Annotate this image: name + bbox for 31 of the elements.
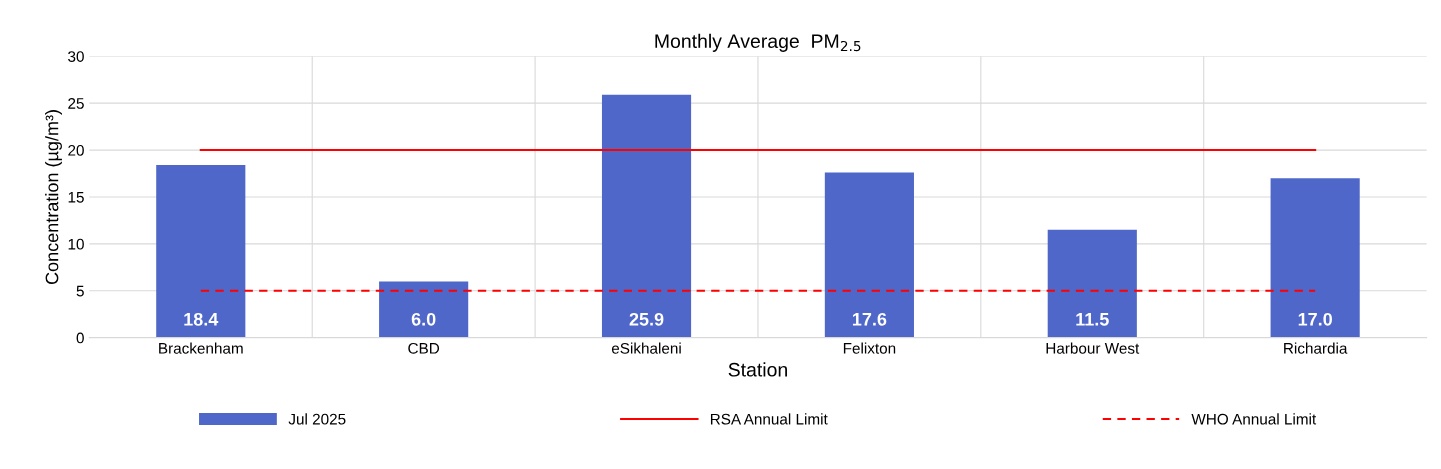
bar: [824, 172, 914, 338]
x-tick-label: Brackenham: [159, 342, 243, 354]
data-label: 6.0: [411, 312, 436, 326]
y-tick-label: 15: [68, 192, 84, 203]
y-tick-label: 5: [76, 285, 84, 297]
x-tick-label: Felixton: [843, 342, 896, 354]
bar: [156, 165, 246, 338]
bar: [1047, 229, 1137, 338]
x-tick-label: Richardia: [1284, 342, 1348, 354]
x-tick-label: Harbour West: [1046, 342, 1140, 354]
chart-title: Monthly Average PM$_{2.5}$: [655, 33, 861, 52]
data-label: 11.5: [1076, 313, 1109, 326]
y-tick-label: 0: [76, 332, 84, 344]
x-tick-label: CBD: [408, 342, 440, 354]
legend-label: WHO Annual Limit: [1191, 413, 1317, 425]
y-tick-label: 20: [68, 144, 84, 156]
bar: [1270, 178, 1360, 338]
x-tick-label: eSikhaleni: [611, 342, 681, 354]
y-tick-label: 30: [68, 51, 84, 62]
data-label: 18.4: [184, 312, 219, 326]
data-label: 25.9: [629, 312, 664, 326]
data-label: 17.6: [852, 312, 887, 326]
y-tick-label: 25: [68, 98, 84, 109]
bar: [379, 281, 469, 338]
y-axis-title: Concentration (µg/m³): [45, 110, 62, 285]
data-label: 17.0: [1298, 312, 1332, 326]
y-tick-label: 10: [68, 238, 84, 250]
legend-label: RSA Annual Limit: [710, 413, 828, 425]
bar: [601, 94, 692, 338]
x-axis-title: Station: [728, 362, 787, 377]
legend-label: Jul 2025: [288, 413, 346, 425]
